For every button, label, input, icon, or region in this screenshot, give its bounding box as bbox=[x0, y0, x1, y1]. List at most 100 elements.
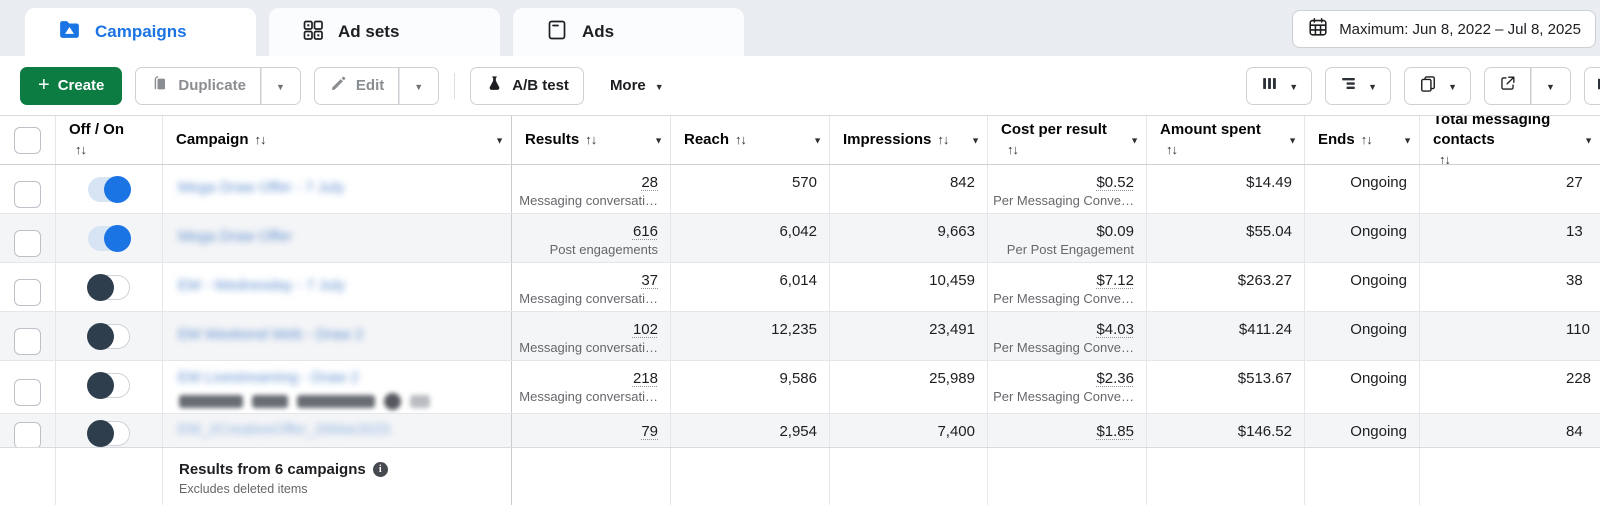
export-dropdown-button[interactable] bbox=[1531, 66, 1571, 105]
ends-value: Ongoing bbox=[1350, 223, 1407, 240]
row-checkbox[interactable] bbox=[14, 422, 41, 447]
column-header-impressions[interactable]: Impressions bbox=[830, 116, 988, 164]
campaign-name-blurred[interactable]: EM_2CreativeOffer_26Mar2025 bbox=[178, 421, 391, 438]
breakdown-icon bbox=[1339, 74, 1358, 97]
column-header-off-on[interactable]: Off / On bbox=[56, 116, 163, 164]
column-header-amount-spent[interactable]: Amount spent bbox=[1147, 116, 1305, 164]
row-checkbox[interactable] bbox=[14, 181, 41, 208]
partial-button[interactable] bbox=[1584, 66, 1600, 105]
info-icon[interactable] bbox=[372, 462, 388, 477]
cost-per-result-value[interactable]: $2.36 bbox=[1096, 370, 1134, 387]
amount-spent-value: $55.04 bbox=[1246, 223, 1292, 240]
plus-icon: + bbox=[38, 73, 50, 96]
amount-spent-value: $513.67 bbox=[1237, 370, 1292, 387]
sort-icon bbox=[255, 130, 266, 150]
campaign-name-blurred[interactable]: EM Weekend Web - Draw 2 bbox=[178, 326, 364, 343]
campaign-toggle[interactable] bbox=[88, 176, 131, 203]
campaign-name-blurred[interactable]: EM Livestreaming - Draw 2 bbox=[178, 369, 359, 386]
table-row[interactable]: Mega Draw Offer - 7 July 28 Messaging con… bbox=[0, 165, 1600, 214]
chevron-down-icon[interactable] bbox=[971, 130, 980, 151]
reach-value: 9,586 bbox=[779, 370, 817, 387]
ends-value: Ongoing bbox=[1350, 321, 1407, 338]
create-button[interactable]: + Create bbox=[20, 66, 123, 105]
campaign-toggle[interactable] bbox=[87, 420, 130, 447]
export-button[interactable] bbox=[1484, 66, 1531, 105]
cost-per-result-value[interactable]: $4.03 bbox=[1096, 321, 1134, 338]
table-row[interactable]: Mega Draw Offer 616 Post engagements 6,04… bbox=[0, 214, 1600, 263]
actions-toolbar: + Create Duplicate Edit bbox=[0, 56, 1600, 115]
row-checkbox[interactable] bbox=[14, 328, 41, 355]
results-value[interactable]: 218 bbox=[632, 370, 658, 387]
column-header-reach[interactable]: Reach bbox=[671, 116, 830, 164]
tab-campaigns[interactable]: Campaigns bbox=[25, 8, 256, 56]
table-row[interactable]: EM_2CreativeOffer_26Mar2025 79 2,954 7,4… bbox=[0, 414, 1600, 448]
breakdown-button[interactable] bbox=[1325, 66, 1392, 105]
results-type-label: Post engagements bbox=[549, 242, 658, 257]
results-value[interactable]: 616 bbox=[632, 223, 658, 240]
edit-dropdown-button[interactable] bbox=[399, 66, 440, 105]
tab-ad-sets[interactable]: Ad sets bbox=[269, 8, 500, 56]
reach-value: 12,235 bbox=[771, 321, 817, 338]
cost-per-result-value[interactable]: $0.09 bbox=[1096, 223, 1134, 240]
row-checkbox[interactable] bbox=[14, 230, 41, 257]
campaign-name-blurred[interactable]: Mega Draw Offer bbox=[178, 228, 292, 245]
duplicate-dropdown-button[interactable] bbox=[260, 66, 301, 105]
column-header-cost-per-result[interactable]: Cost per result bbox=[988, 116, 1147, 164]
edit-button[interactable]: Edit bbox=[313, 66, 400, 105]
results-type-label: Messaging conversati… bbox=[519, 193, 658, 208]
campaign-toggle[interactable] bbox=[87, 274, 130, 301]
amount-spent-value: $411.24 bbox=[1238, 321, 1292, 338]
results-value[interactable]: 37 bbox=[641, 272, 658, 289]
campaign-name-blurred[interactable]: Mega Draw Offer - 7 July bbox=[178, 179, 345, 196]
chevron-down-icon[interactable] bbox=[1584, 130, 1593, 151]
sort-icon bbox=[1166, 140, 1177, 160]
campaign-toggle[interactable] bbox=[87, 323, 130, 350]
chevron-down-icon[interactable] bbox=[654, 130, 663, 151]
chevron-down-icon bbox=[655, 77, 664, 94]
ends-value: Ongoing bbox=[1350, 272, 1407, 289]
contacts-value: 110 bbox=[1566, 321, 1590, 338]
cost-per-result-value[interactable]: $1.85 bbox=[1096, 423, 1134, 440]
sort-icon bbox=[1007, 140, 1018, 160]
duplicate-button[interactable]: Duplicate bbox=[135, 66, 261, 105]
table-row[interactable]: EM - Wednesday - 7 July 37 Messaging conv… bbox=[0, 263, 1600, 312]
impressions-value: 23,491 bbox=[929, 321, 975, 338]
row-checkbox[interactable] bbox=[14, 379, 41, 406]
chevron-down-icon[interactable] bbox=[1130, 130, 1139, 151]
column-header-campaign[interactable]: Campaign bbox=[163, 116, 512, 164]
tab-ads[interactable]: Ads bbox=[513, 8, 744, 56]
chevron-down-icon[interactable] bbox=[1288, 130, 1297, 151]
date-range-button[interactable]: Maximum: Jun 8, 2022 – Jul 8, 2025 bbox=[1292, 10, 1596, 48]
results-value[interactable]: 102 bbox=[632, 321, 658, 338]
chevron-down-icon[interactable] bbox=[1403, 130, 1412, 151]
results-type-label: Messaging conversati… bbox=[519, 340, 658, 355]
table-row[interactable]: EM Livestreaming - Draw 2 218 Messaging c… bbox=[0, 361, 1600, 414]
column-header-ends[interactable]: Ends bbox=[1305, 116, 1420, 164]
chevron-down-icon[interactable] bbox=[495, 130, 504, 151]
table-row[interactable]: EM Weekend Web - Draw 2 102 Messaging con… bbox=[0, 312, 1600, 361]
columns-icon bbox=[1260, 74, 1279, 97]
column-header-results[interactable]: Results bbox=[512, 116, 671, 164]
results-value[interactable]: 79 bbox=[641, 423, 658, 440]
campaign-toggle[interactable] bbox=[88, 225, 131, 252]
reach-value: 570 bbox=[791, 174, 817, 191]
reach-value: 6,042 bbox=[779, 223, 817, 240]
reports-button[interactable] bbox=[1404, 66, 1471, 105]
columns-button[interactable] bbox=[1246, 66, 1313, 105]
ab-test-button[interactable]: A/B test bbox=[470, 66, 584, 105]
excludes-note: Excludes deleted items bbox=[179, 482, 308, 496]
column-header-contacts[interactable]: Total messaging contacts bbox=[1420, 116, 1600, 164]
amount-spent-value: $263.27 bbox=[1237, 272, 1292, 289]
chart-icon bbox=[1595, 75, 1600, 97]
campaign-name-blurred[interactable]: EM - Wednesday - 7 July bbox=[178, 277, 346, 294]
select-all-checkbox[interactable] bbox=[14, 126, 41, 154]
more-button[interactable]: More bbox=[597, 66, 676, 105]
cost-per-result-value[interactable]: $0.52 bbox=[1096, 174, 1134, 191]
cost-per-result-value[interactable]: $7.12 bbox=[1096, 272, 1134, 289]
chevron-down-icon bbox=[276, 77, 285, 94]
campaign-toggle[interactable] bbox=[87, 372, 130, 399]
row-checkbox[interactable] bbox=[14, 279, 41, 306]
results-value[interactable]: 28 bbox=[641, 174, 658, 191]
view-tabs: Campaigns Ad sets Ads bbox=[25, 8, 744, 56]
chevron-down-icon[interactable] bbox=[813, 130, 822, 151]
